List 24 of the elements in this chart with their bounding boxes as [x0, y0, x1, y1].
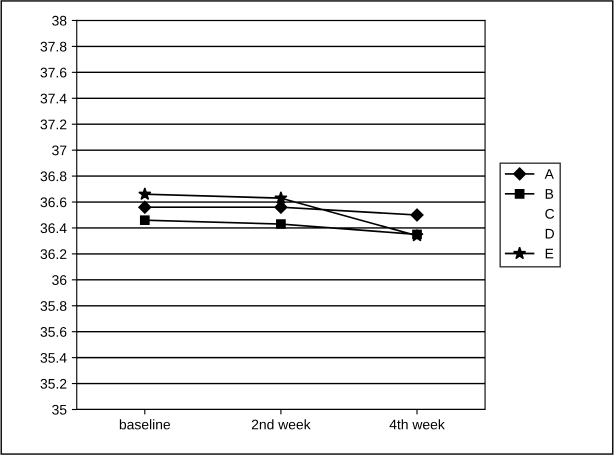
- y-tick-label: 36.2: [40, 249, 66, 260]
- y-tick-label: 37.4: [40, 94, 67, 104]
- y-tick-label: 36.6: [40, 197, 66, 208]
- x-tick-label: 2nd week: [252, 419, 311, 430]
- legend-label: E: [546, 248, 554, 258]
- text: D: [546, 228, 554, 238]
- y-tick-label: 37.8: [40, 42, 66, 52]
- y-tick-label: 37.6: [40, 68, 66, 78]
- legend-label: A: [544, 169, 554, 179]
- y-tick-label: 37.2: [40, 120, 66, 130]
- y-tick-label: 35.4: [40, 352, 67, 363]
- y-tick-label: 36.8: [40, 171, 66, 182]
- y-tick-label: 35: [52, 404, 66, 415]
- text: C: [545, 208, 554, 219]
- legend-label: B: [546, 189, 554, 199]
- y-tick-label: 35.6: [40, 327, 66, 337]
- x-tick-label: baseline: [120, 419, 170, 430]
- y-tick-label: 36.4: [40, 223, 67, 234]
- y-tick-label: 38: [52, 16, 66, 26]
- y-tick-label: 37: [52, 145, 66, 156]
- x-tick-label: 4th week: [390, 419, 445, 430]
- y-tick-label: 35.8: [40, 301, 66, 311]
- y-tick-label: 35.2: [40, 378, 66, 389]
- y-tick-label: 36: [52, 275, 66, 285]
